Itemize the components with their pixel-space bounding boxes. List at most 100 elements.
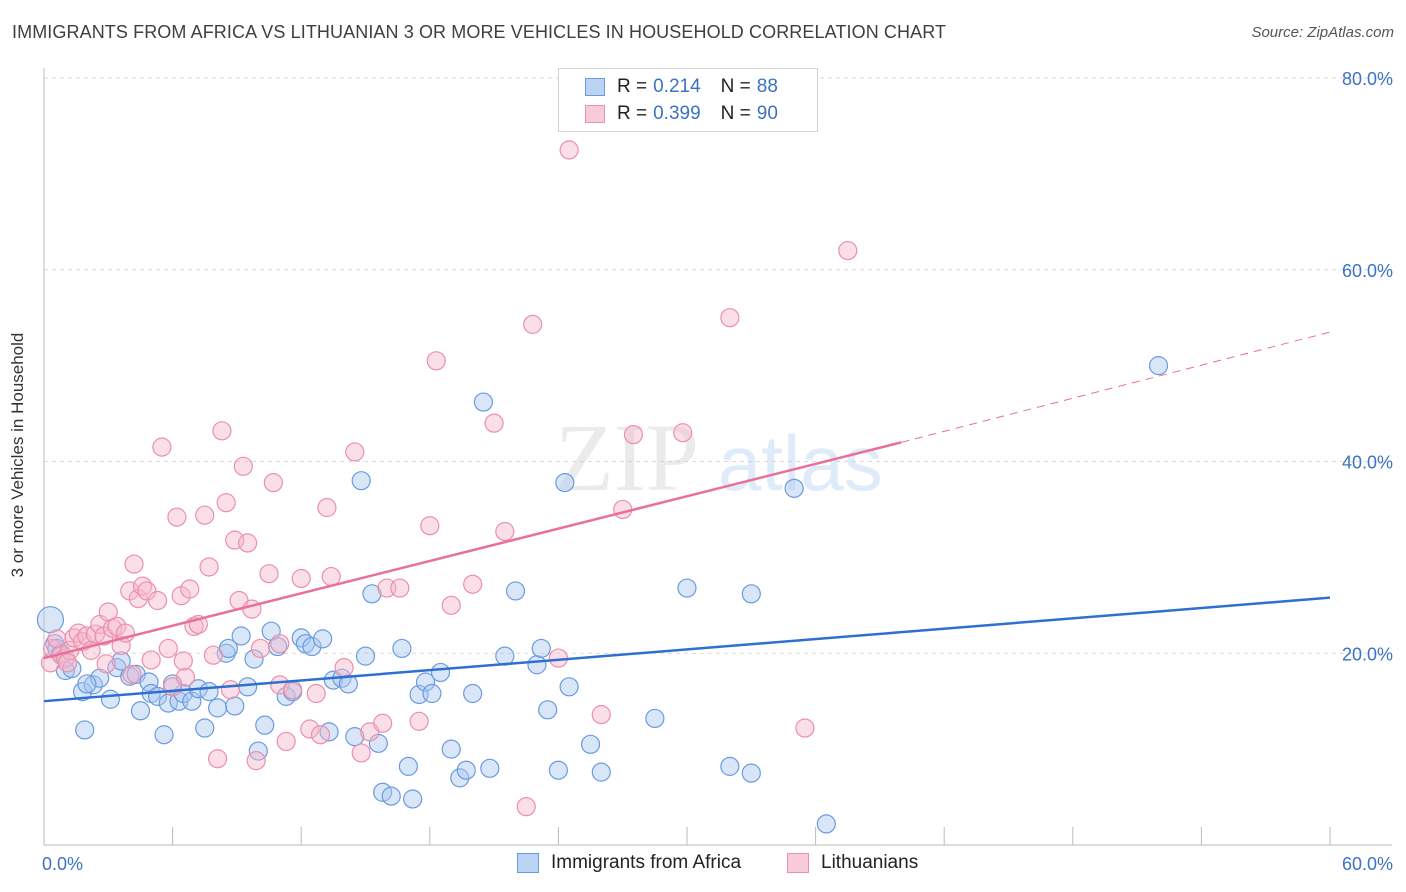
data-point — [233, 456, 253, 476]
legend-r-label: R = — [617, 103, 648, 124]
data-point — [276, 731, 296, 752]
data-point — [441, 739, 461, 759]
data-point — [373, 713, 393, 733]
data-point — [167, 507, 187, 527]
data-point — [195, 718, 215, 738]
data-point — [137, 581, 157, 601]
data-point — [173, 651, 193, 671]
data-point — [516, 797, 536, 817]
data-point — [199, 681, 219, 702]
data-point — [124, 554, 144, 574]
data-point — [130, 701, 151, 721]
data-point — [122, 664, 142, 684]
data-point — [392, 638, 412, 659]
data-point — [139, 672, 159, 692]
axes — [43, 68, 1392, 846]
y-tick-label: 80.0% — [1342, 69, 1393, 89]
watermark: ZIP atlas — [555, 404, 883, 511]
data-point — [741, 763, 761, 783]
legend-row-africa: R = 0.214 N = 88 — [585, 76, 778, 98]
data-point — [381, 786, 401, 806]
data-point — [816, 814, 836, 834]
data-point — [111, 635, 131, 656]
data-point — [1148, 356, 1169, 376]
legend-swatch-blue — [585, 78, 605, 96]
y-tick-label: 60.0% — [1342, 261, 1393, 281]
data-point — [463, 683, 483, 704]
legend-swatch-pink — [585, 105, 605, 123]
data-point — [175, 667, 196, 687]
data-point — [268, 636, 288, 657]
data-point — [313, 629, 333, 649]
data-point — [147, 590, 168, 611]
correlation-legend: R = 0.214 N = 88 R = 0.399 N = 90 — [558, 68, 818, 132]
legend-r-label: R = — [617, 76, 648, 97]
data-point — [538, 700, 558, 720]
data-point — [141, 650, 161, 670]
data-point — [505, 581, 526, 601]
data-point — [180, 579, 200, 599]
series-legend-africa: Immigrants from Africa — [517, 852, 741, 874]
data-point — [246, 751, 266, 771]
data-point — [591, 762, 611, 782]
data-point — [527, 655, 547, 675]
data-point — [317, 497, 337, 518]
data-point — [283, 680, 303, 700]
data-point — [362, 584, 382, 604]
data-point — [555, 472, 575, 493]
y-tick-label: 40.0% — [1342, 453, 1393, 473]
data-point — [623, 425, 644, 445]
data-point — [154, 725, 174, 745]
data-point — [351, 471, 371, 491]
data-point — [242, 599, 262, 619]
data-point — [456, 760, 476, 780]
data-point — [784, 478, 804, 498]
data-point — [203, 645, 223, 665]
data-point — [559, 677, 579, 697]
data-point — [450, 768, 470, 788]
data-point — [398, 756, 418, 776]
legend-row-lithuanians: R = 0.399 N = 90 — [585, 103, 778, 125]
data-point — [75, 720, 95, 740]
data-point — [208, 749, 228, 769]
data-point — [300, 719, 320, 739]
data-point — [720, 308, 740, 328]
data-point — [182, 691, 202, 711]
y-tick-labels: 20.0% 40.0% 60.0% 80.0% — [1342, 69, 1393, 664]
trend-line-lithuanians — [43, 441, 902, 660]
data-point — [720, 756, 740, 776]
data-point — [548, 760, 569, 780]
data-point — [259, 564, 279, 584]
x-tick-label: 0.0% — [42, 854, 83, 874]
data-point — [250, 638, 271, 659]
legend-n-value: 88 — [756, 76, 778, 97]
data-point — [231, 626, 251, 646]
legend-r-value: 0.399 — [653, 103, 701, 124]
data-point — [255, 715, 275, 735]
data-point — [430, 662, 451, 683]
data-point — [225, 696, 245, 716]
y-tick-label: 20.0% — [1342, 644, 1393, 664]
data-point — [334, 658, 354, 678]
legend-r-value: 0.214 — [653, 76, 701, 97]
data-point — [306, 683, 326, 704]
data-point — [645, 708, 665, 729]
data-point — [415, 672, 436, 692]
data-point — [390, 578, 410, 598]
data-point — [345, 442, 365, 462]
data-point — [96, 654, 116, 674]
data-point — [441, 595, 461, 615]
data-point — [263, 472, 283, 493]
data-point — [473, 392, 493, 412]
data-point — [238, 533, 258, 553]
legend-n-label: N = — [720, 103, 751, 124]
data-point — [591, 705, 611, 725]
data-point — [580, 734, 601, 754]
data-point — [220, 680, 241, 700]
trend-line-africa — [43, 596, 1331, 703]
series-legend-lithuanians: Lithuanians — [787, 852, 918, 874]
watermark-zip: ZIP — [555, 404, 699, 511]
data-point — [409, 711, 429, 731]
data-point — [426, 351, 446, 371]
data-point — [248, 741, 268, 761]
